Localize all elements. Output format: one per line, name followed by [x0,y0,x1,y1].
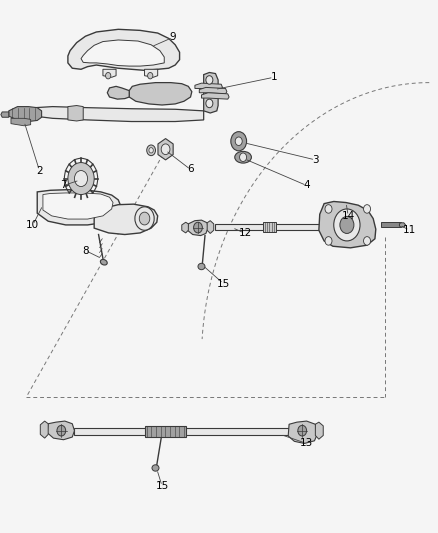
Bar [215,224,320,230]
Text: 4: 4 [303,181,310,190]
Polygon shape [37,190,120,225]
Polygon shape [68,29,180,70]
Text: 10: 10 [26,220,39,230]
Polygon shape [129,83,192,105]
Text: 14: 14 [342,211,355,221]
Text: 3: 3 [312,155,319,165]
Text: 15: 15 [217,279,230,288]
Circle shape [139,212,150,225]
Polygon shape [40,421,48,438]
Circle shape [364,205,371,213]
Ellipse shape [100,260,107,265]
Polygon shape [145,69,158,77]
Ellipse shape [235,151,251,163]
Circle shape [364,237,371,245]
Polygon shape [182,222,188,233]
Polygon shape [399,223,406,227]
Text: 1: 1 [270,72,277,82]
Circle shape [240,153,247,161]
Polygon shape [9,107,42,122]
Text: 15: 15 [155,481,169,491]
Circle shape [325,237,332,245]
Polygon shape [158,139,173,160]
Circle shape [206,76,213,84]
Circle shape [298,425,307,436]
Polygon shape [81,40,164,66]
Circle shape [135,207,154,230]
Text: 7: 7 [60,181,67,190]
Polygon shape [107,86,129,99]
Circle shape [161,144,170,155]
Bar [74,428,289,435]
Circle shape [68,163,94,195]
Polygon shape [103,69,116,77]
Polygon shape [43,193,113,219]
Text: 13: 13 [300,439,313,448]
Polygon shape [195,83,223,90]
Circle shape [340,216,354,233]
Text: 9: 9 [170,33,177,42]
Circle shape [206,99,213,108]
Polygon shape [1,112,9,117]
Bar [145,426,186,437]
Circle shape [334,209,360,241]
Polygon shape [35,107,204,122]
Circle shape [74,171,88,187]
Polygon shape [47,421,74,440]
Bar [381,222,401,227]
Polygon shape [204,72,218,113]
Polygon shape [187,220,208,236]
Polygon shape [315,422,323,439]
Circle shape [194,222,202,233]
Polygon shape [207,221,214,233]
Polygon shape [319,201,376,248]
Polygon shape [94,204,158,235]
Ellipse shape [152,465,159,471]
Circle shape [235,137,242,146]
Polygon shape [199,87,227,94]
Ellipse shape [198,263,205,270]
Text: 8: 8 [82,246,89,255]
Polygon shape [201,93,229,99]
Circle shape [106,72,111,79]
Circle shape [57,425,66,436]
Circle shape [148,72,153,79]
Polygon shape [288,421,317,443]
Circle shape [231,132,247,151]
Text: 2: 2 [36,166,43,175]
Text: 11: 11 [403,225,416,235]
Circle shape [325,205,332,213]
Circle shape [149,148,153,153]
Polygon shape [68,106,83,121]
Text: 6: 6 [187,165,194,174]
Text: 12: 12 [239,229,252,238]
Bar [263,222,276,232]
Polygon shape [11,118,31,126]
Circle shape [147,145,155,156]
